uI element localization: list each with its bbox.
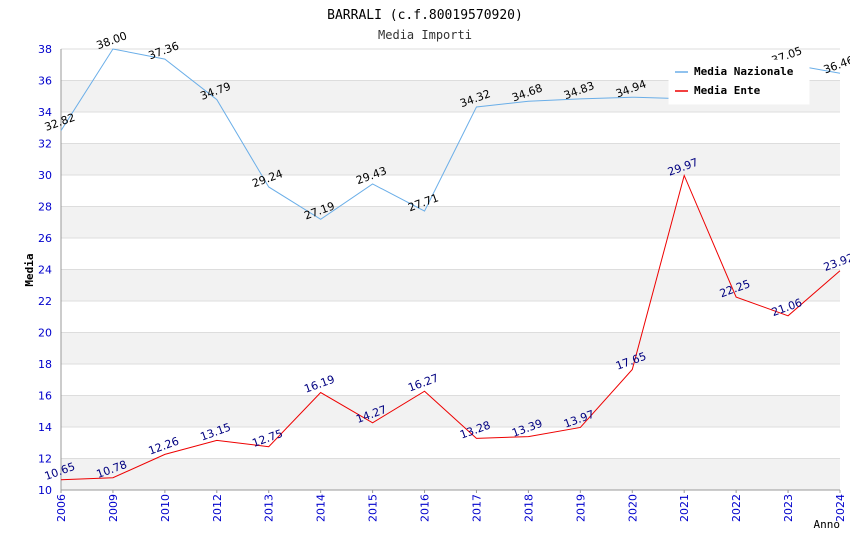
- x-tick-label: 2019: [574, 494, 587, 522]
- x-tick-label: 2016: [419, 494, 432, 522]
- grid-band: [61, 206, 840, 238]
- y-tick-label: 22: [38, 295, 52, 308]
- y-tick-label: 38: [38, 43, 52, 56]
- y-tick-labels: 10 12 14 16 18 20 22 24 26 28 30 32 34 36 38: [38, 43, 52, 497]
- y-tick-label: 10: [38, 484, 52, 497]
- y-tick-label: 36: [38, 75, 52, 88]
- data-label-media-ente: 16.19: [302, 373, 336, 396]
- x-tick-label: 2022: [730, 494, 743, 522]
- x-tick-label: 2013: [263, 494, 276, 522]
- legend-label-media-ente: Media Ente: [694, 84, 761, 97]
- y-tick-label: 12: [38, 453, 52, 466]
- x-tick-label: 2015: [367, 494, 380, 522]
- y-axis-label: Media: [23, 253, 36, 286]
- x-tick-labels: 2006 2009 2010 2012 2013 2014 2015 2016 2017 2018…: [55, 494, 847, 522]
- y-tick-label: 34: [38, 106, 52, 119]
- chart-subtitle: Media Importi: [378, 28, 472, 42]
- x-axis-label: Anno: [814, 518, 841, 531]
- grid-band: [61, 458, 840, 490]
- grid-band: [61, 395, 840, 427]
- grid-band: [61, 332, 840, 364]
- y-tick-label: 20: [38, 327, 52, 340]
- series-line-media-ente: [60, 173, 841, 481]
- x-tick-label: 2010: [159, 494, 172, 522]
- x-tick-label: 2021: [678, 494, 691, 522]
- y-tick-label: 24: [38, 264, 52, 277]
- y-tick-label: 16: [38, 390, 52, 403]
- x-tick-label: 2012: [211, 494, 224, 522]
- data-label-media-ente: 12.26: [147, 435, 181, 458]
- x-tick-label: 2006: [55, 494, 68, 522]
- y-tick-label: 28: [38, 201, 52, 214]
- y-tick-label: 32: [38, 138, 52, 151]
- grid-band: [61, 269, 840, 301]
- legend: Media Nazionale Media Ente: [668, 59, 810, 105]
- x-tick-label: 2018: [522, 494, 535, 522]
- x-tick-label: 2014: [315, 494, 328, 522]
- x-tick-label: 2023: [782, 494, 795, 522]
- y-tick-label: 14: [38, 421, 52, 434]
- chart-title: BARRALI (c.f.80019570920): [327, 8, 523, 23]
- axes: [60, 49, 841, 493]
- legend-box: [668, 59, 810, 105]
- legend-label-media-nazionale: Media Nazionale: [694, 65, 794, 78]
- y-tick-label: 30: [38, 169, 52, 182]
- y-tick-label: 26: [38, 232, 52, 245]
- y-tick-label: 18: [38, 358, 52, 371]
- x-tick-label: 2020: [626, 494, 639, 522]
- x-tick-label: 2017: [470, 494, 483, 522]
- x-tick-label: 2009: [107, 494, 120, 522]
- x-tick-label: 2024: [834, 494, 847, 522]
- data-label-media-ente: 16.27: [406, 371, 440, 394]
